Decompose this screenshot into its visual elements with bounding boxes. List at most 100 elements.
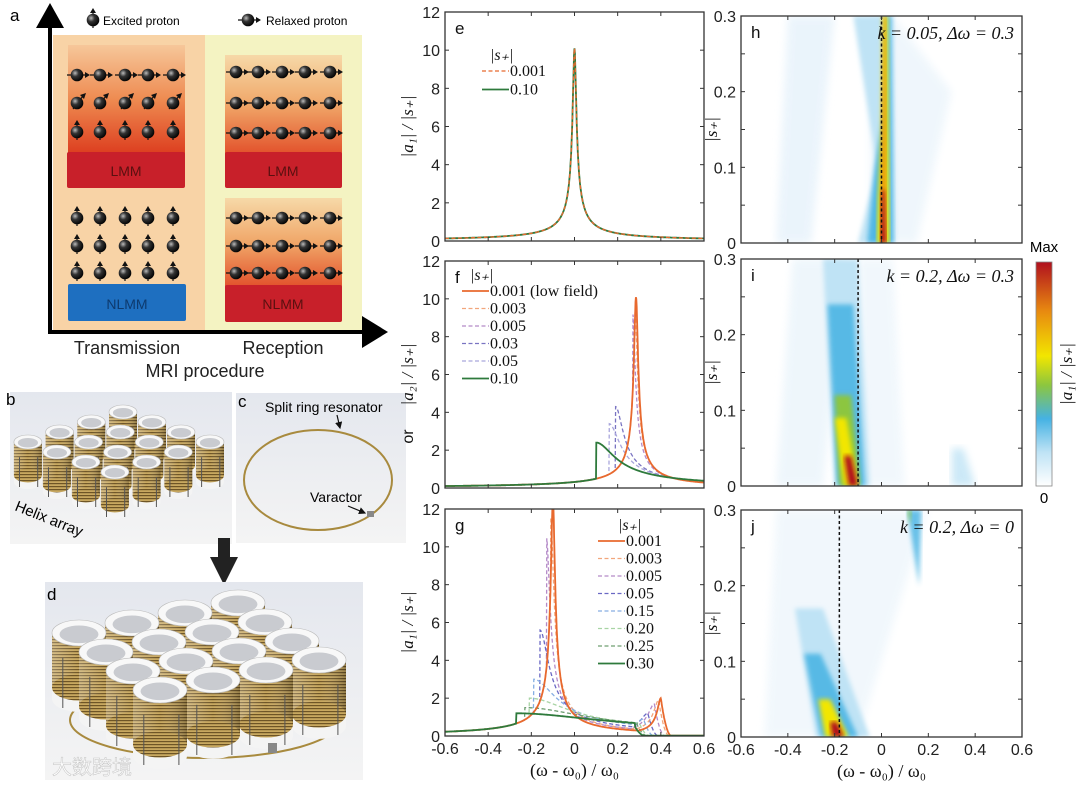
y-tick-label: 2 [431, 443, 440, 460]
combine-arrow-icon [210, 538, 238, 585]
relaxed-proton [115, 68, 138, 82]
helix-cylinder [13, 434, 43, 490]
helix-array-small [13, 404, 225, 520]
varactor-pointer-arrow-icon [347, 505, 367, 515]
helix-cylinder [164, 444, 193, 500]
y-tick-label: 4 [431, 405, 440, 422]
legend-entry: 0.25 [626, 638, 654, 655]
legend-entry: 0.10 [510, 82, 538, 99]
panel-b: b Helix array [6, 390, 232, 544]
proton-legend [86, 8, 261, 28]
parameter-annotation: k = 0.2, Δω = 0 [900, 517, 1014, 537]
panel-label-f: f [455, 268, 460, 287]
x-tick-label: -0.4 [774, 742, 802, 759]
y-tick-label: 0 [727, 236, 736, 253]
colorbar: Max 0 |a₁| / |s₊| [1030, 239, 1076, 507]
relaxed-proton [295, 65, 318, 79]
y-tick-label: 0 [431, 729, 440, 746]
transmission-nlmm-label: NLMM [106, 296, 147, 312]
legend-title: |s₊| [470, 267, 493, 284]
proton-grid [67, 65, 343, 281]
series-line-0.15 [445, 678, 704, 736]
excited-proton [141, 206, 155, 226]
colorbar-min-label: 0 [1040, 490, 1048, 507]
chart-g: |s₊|0.0010.0030.0050.050.150.200.250.30g… [398, 508, 705, 781]
legend-entry: 0.003 [626, 551, 662, 568]
series-line-0.10 [445, 48, 704, 240]
relaxed-proton [295, 266, 318, 280]
x-axis-label: (ω - ω₀) / ω₀ [837, 761, 926, 782]
relaxed-proton [226, 96, 249, 110]
y-axis-label: |s₊| [702, 611, 721, 636]
relaxed-proton [248, 65, 271, 79]
x-tick-label: -0.2 [821, 742, 849, 759]
y-tick-label: 0 [727, 479, 736, 496]
axes-e: 0 2 4 6 8 10 12 [422, 5, 705, 251]
x-tick-label: 0.2 [607, 741, 629, 758]
y-tick-label: 0.1 [714, 654, 736, 671]
y-tick-label: 0 [431, 234, 440, 251]
relaxed-proton [272, 266, 295, 280]
helix-cylinder [195, 434, 225, 490]
legend-relaxed-label: Relaxed proton [266, 14, 347, 28]
series-line-0.003 [445, 307, 704, 487]
panel-label-g: g [455, 516, 464, 535]
relaxed-proton [295, 239, 318, 253]
x-tick-label: -0.2 [518, 741, 546, 758]
excited-proton [93, 206, 107, 226]
x-tick-label: 0.6 [693, 741, 715, 758]
transmission-lmm-box [67, 152, 185, 188]
legend-entry: 0.005 [626, 568, 662, 585]
tipping-proton [166, 93, 182, 110]
y-tick-label: 0.1 [714, 160, 736, 177]
chart-f: |s₊|0.001 (low field)0.0030.0050.030.050… [398, 260, 705, 489]
watermark-text: 大数跨境 [52, 756, 132, 779]
excited-proton [118, 120, 132, 140]
reception-lmm-label: LMM [267, 163, 298, 179]
x-tick-label: 0.4 [964, 742, 986, 759]
heat-region [880, 16, 887, 243]
excited-proton [118, 234, 132, 254]
y-axis-label: |s₊| [702, 117, 721, 142]
helix-cylinder [132, 454, 161, 510]
relaxed-proton [272, 96, 295, 110]
helix-cylinder [185, 666, 241, 759]
heat-region [907, 510, 912, 526]
excited-proton [166, 234, 180, 254]
y-tick-label: 0 [727, 730, 736, 747]
reception-lmm-box [225, 152, 342, 188]
axes-g: -0.6 -0.4 -0.2 0 0.2 0.4 0.6 0 2 4 6 8 10 12 [422, 502, 715, 758]
excited-proton [70, 120, 84, 140]
relaxed-proton [272, 239, 295, 253]
excited-proton [93, 120, 107, 140]
heatmap-i [741, 259, 1022, 486]
heat-region [907, 510, 922, 586]
axes-i: 0 0.1 0.2 0.3 [714, 252, 1023, 496]
relaxed-proton [226, 65, 249, 79]
heat-region [804, 653, 859, 737]
relaxed-proton [226, 266, 249, 280]
ring-pointer-arrow-icon [335, 414, 343, 430]
relaxed-proton [295, 211, 318, 225]
x-axis-title: MRI procedure [145, 361, 264, 381]
varactor-caption: Varactor [310, 489, 362, 505]
varactor [367, 511, 374, 517]
panel-label-a: a [10, 6, 20, 25]
watermark: 大数跨境 [13, 756, 132, 779]
excited-proton [141, 261, 155, 281]
y-tick-label: 2 [431, 691, 440, 708]
legend-entry: 0.05 [490, 353, 518, 370]
vertical-axis-arrow-icon [36, 3, 64, 28]
y-tick-label: 0.2 [714, 579, 736, 596]
relaxed-proton [320, 239, 343, 253]
y-tick-label: 12 [422, 5, 440, 22]
relaxed-proton [248, 239, 271, 253]
panel-c: c Split ring resonator Varactor [236, 392, 406, 543]
y-tick-label: 6 [431, 368, 440, 385]
relaxed-proton [248, 211, 271, 225]
x-tick-label: 0.2 [917, 742, 939, 759]
relaxed-proton [320, 126, 343, 140]
panel-label-e: e [455, 19, 464, 38]
series-line-0.001 [445, 48, 704, 240]
heat-maximum [844, 455, 859, 486]
